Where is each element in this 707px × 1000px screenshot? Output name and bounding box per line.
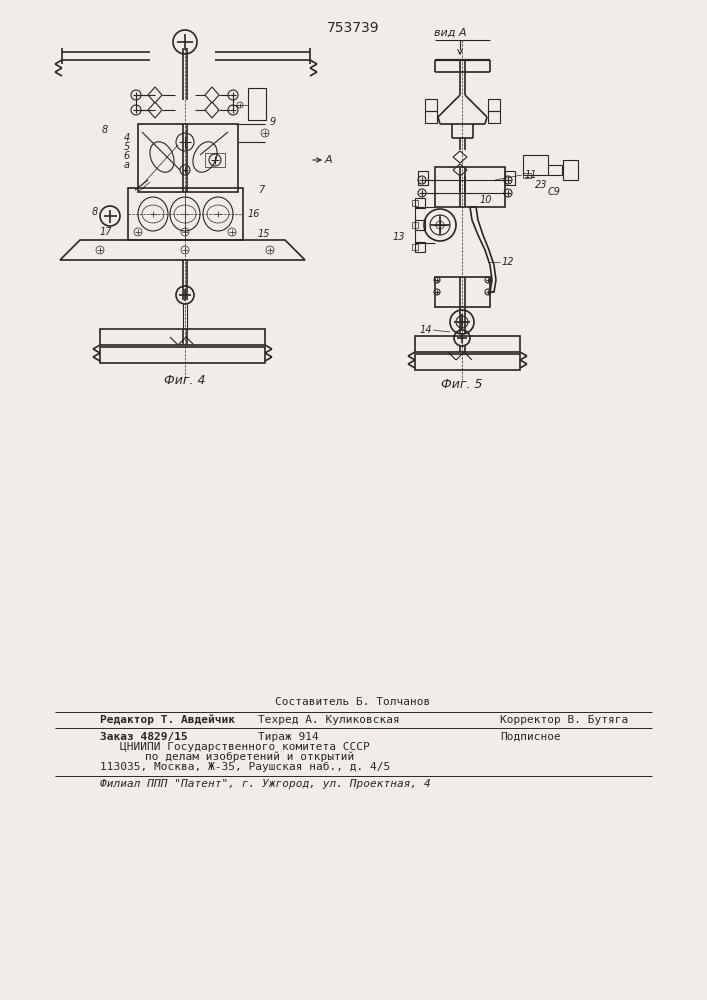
Bar: [418, 171, 428, 185]
Bar: [563, 160, 578, 180]
Bar: [523, 173, 531, 178]
Bar: [523, 155, 548, 175]
Text: ЦНИИПИ Государственного комитета СССР: ЦНИИПИ Государственного комитета СССР: [120, 742, 370, 752]
Text: Фиг. 5: Фиг. 5: [441, 378, 483, 391]
Text: 10: 10: [480, 195, 493, 205]
Bar: [415, 198, 425, 208]
Text: вид А: вид А: [433, 28, 467, 38]
Text: 6: 6: [124, 151, 130, 161]
Bar: [415, 336, 520, 352]
Text: 15: 15: [258, 229, 271, 239]
Text: 4: 4: [124, 133, 130, 143]
Text: Тираж 914: Тираж 914: [258, 732, 319, 742]
Text: Редактор Т. Авдейчик: Редактор Т. Авдейчик: [100, 715, 235, 725]
Text: А: А: [325, 155, 332, 165]
Text: 113035, Москва, Ж-35, Раушская наб., д. 4/5: 113035, Москва, Ж-35, Раушская наб., д. …: [100, 762, 390, 772]
Text: 753739: 753739: [327, 21, 380, 35]
Bar: [128, 188, 243, 240]
Bar: [415, 242, 425, 252]
Text: Техред А. Куликовская: Техред А. Куликовская: [258, 715, 399, 725]
Text: Филиал ППП "Патент", г. Ужгород, ул. Проектная, 4: Филиал ППП "Патент", г. Ужгород, ул. Про…: [100, 779, 431, 789]
Bar: [425, 111, 437, 123]
Text: 8: 8: [92, 207, 98, 217]
Text: 17: 17: [100, 227, 112, 237]
Text: 8: 8: [102, 125, 108, 135]
Text: по делам изобретений и открытий: по делам изобретений и открытий: [145, 752, 354, 762]
Text: 23: 23: [535, 180, 547, 190]
Text: Подписное: Подписное: [500, 732, 561, 742]
Text: Заказ 4829/15: Заказ 4829/15: [100, 732, 188, 742]
Text: 5: 5: [124, 142, 130, 152]
Bar: [248, 88, 266, 120]
Bar: [100, 347, 265, 363]
Bar: [415, 220, 425, 230]
Bar: [412, 200, 418, 206]
Bar: [100, 329, 265, 345]
Text: 12: 12: [502, 257, 515, 267]
Bar: [138, 124, 238, 192]
Bar: [435, 277, 490, 307]
Text: 14: 14: [419, 325, 432, 335]
Text: Составитель Б. Толчанов: Составитель Б. Толчанов: [275, 697, 431, 707]
Bar: [505, 171, 515, 185]
Bar: [488, 99, 500, 111]
Text: Корректор В. Бутяга: Корректор В. Бутяга: [500, 715, 629, 725]
Bar: [488, 111, 500, 123]
Bar: [205, 153, 225, 167]
Text: Фиг. 4: Фиг. 4: [164, 373, 206, 386]
Text: 11: 11: [525, 170, 537, 180]
Text: 7: 7: [258, 185, 264, 195]
Bar: [412, 222, 418, 228]
Text: 13: 13: [392, 232, 405, 242]
Bar: [412, 244, 418, 250]
Bar: [415, 354, 520, 370]
Bar: [435, 167, 505, 207]
Text: С9: С9: [548, 187, 561, 197]
Text: 9: 9: [270, 117, 276, 127]
Text: 16: 16: [248, 209, 260, 219]
Text: а: а: [124, 160, 130, 170]
Bar: [425, 99, 437, 111]
